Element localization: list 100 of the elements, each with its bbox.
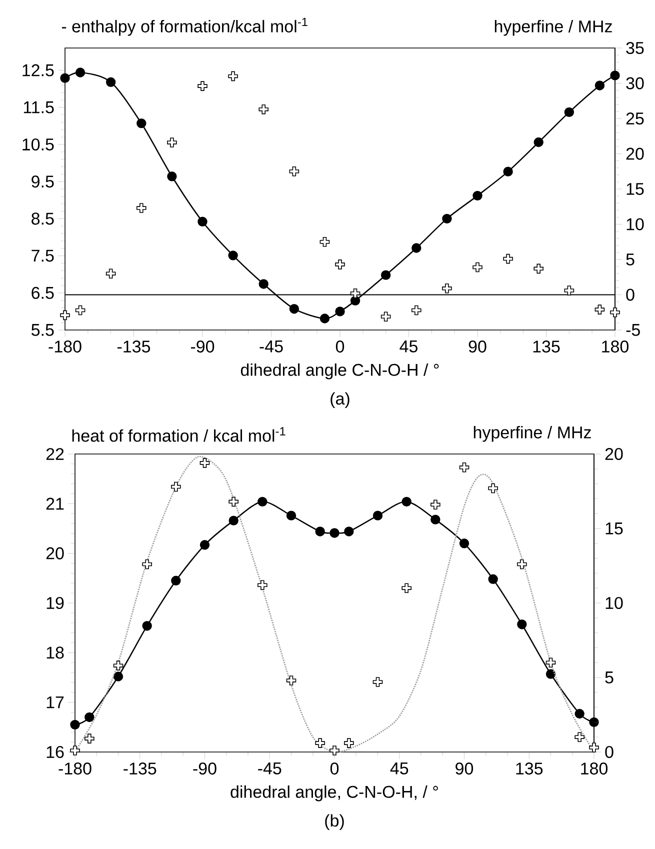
point — [84, 712, 94, 722]
point — [344, 738, 354, 748]
x-axis-title: dihedral angle, C-N-O-H, / ° — [230, 785, 438, 802]
point — [335, 260, 345, 270]
y-tick-label: 10.5 — [22, 138, 54, 150]
text: (a) — [330, 392, 350, 408]
y2-tick-label: 25 — [626, 112, 644, 125]
point — [142, 620, 152, 631]
y-tick-label: 17 — [46, 696, 64, 708]
point — [517, 559, 527, 570]
point — [330, 528, 340, 538]
x-tick-label: 45 — [400, 340, 418, 352]
point — [198, 81, 208, 91]
x-tick-label: -90 — [190, 340, 214, 353]
x-tick-label: 90 — [456, 762, 474, 775]
y2-tick-label: 20 — [605, 448, 623, 460]
point — [258, 104, 269, 114]
point — [171, 482, 181, 492]
point — [167, 138, 177, 148]
point — [534, 264, 544, 274]
y2-tick-label: 15 — [606, 522, 623, 534]
point — [198, 216, 208, 226]
y2-tick-label: 0 — [605, 746, 614, 758]
point — [171, 576, 181, 586]
point — [315, 526, 325, 536]
point — [442, 284, 452, 294]
point — [60, 73, 70, 83]
y-tick-label: 16 — [46, 746, 64, 758]
point — [320, 314, 330, 324]
x-tick-label: -180 — [58, 762, 92, 775]
text: (b) — [325, 814, 344, 830]
x-tick-label: 135 — [533, 340, 560, 353]
point — [70, 720, 80, 730]
point — [335, 306, 345, 316]
y-tick-label: 21 — [46, 498, 64, 510]
point — [228, 496, 238, 507]
point — [113, 660, 124, 670]
x-tick-label: -45 — [260, 340, 283, 352]
point — [411, 305, 422, 316]
point — [200, 458, 210, 468]
point — [315, 738, 325, 748]
point — [574, 708, 584, 719]
y-axis-title: - enthalpy of formation/kcal mol$^{-1}$ — [62, 18, 308, 36]
point — [372, 510, 383, 520]
x-tick-label: 90 — [468, 340, 486, 353]
y-tick-label: 7.5 — [32, 250, 54, 262]
y2-axis-title: hyperfine / MHz — [474, 426, 591, 442]
point — [320, 236, 330, 247]
y2-tick-label: 5 — [626, 254, 634, 266]
point — [106, 268, 116, 278]
point — [228, 71, 238, 82]
point — [534, 137, 544, 148]
x-tick-label: 0 — [336, 340, 344, 353]
y2-tick-label: 10 — [626, 218, 644, 230]
point — [136, 118, 146, 128]
point — [113, 672, 124, 682]
point — [546, 669, 556, 679]
point — [380, 270, 391, 280]
y-tick-label: 6.5 — [32, 286, 54, 299]
point — [546, 658, 556, 668]
point — [594, 80, 605, 90]
point — [564, 107, 574, 118]
y-tick-label: 19 — [46, 596, 64, 610]
point — [459, 462, 470, 472]
point — [472, 190, 482, 201]
y2-tick-label: 20 — [626, 148, 644, 160]
x-tick-label: -90 — [193, 762, 216, 775]
point — [136, 203, 146, 213]
point — [372, 677, 383, 687]
point — [472, 262, 482, 272]
point — [142, 559, 152, 570]
x-tick-label: 45 — [390, 762, 408, 774]
point — [350, 296, 360, 306]
x-tick-label: -45 — [258, 762, 282, 774]
point — [402, 496, 412, 507]
point — [517, 620, 527, 630]
y-tick-label: 8.5 — [32, 212, 54, 225]
point — [488, 483, 498, 494]
point — [330, 746, 340, 756]
point — [258, 279, 268, 289]
y2-tick-label: 15 — [626, 183, 644, 195]
point — [258, 496, 268, 507]
point — [286, 676, 296, 686]
x-axis-title: dihedral angle C-N-O-H / ° — [240, 363, 439, 380]
point — [344, 526, 354, 536]
y2-tick-label: 10 — [606, 596, 623, 610]
y-tick-label: 5.5 — [32, 324, 54, 336]
y2-tick-label: 0 — [626, 288, 634, 301]
point — [106, 77, 116, 87]
point — [228, 516, 238, 526]
point — [167, 172, 177, 182]
point — [589, 742, 599, 752]
x-tick-label: -180 — [48, 340, 82, 353]
y2-tick-label: 35 — [626, 42, 644, 54]
x-tick-label: -135 — [117, 340, 150, 353]
point — [70, 746, 80, 756]
y2-tick-label: 30 — [626, 77, 644, 90]
x-tick-label: 180 — [602, 340, 629, 353]
x-tick-label: 0 — [330, 762, 339, 775]
point — [430, 514, 440, 524]
